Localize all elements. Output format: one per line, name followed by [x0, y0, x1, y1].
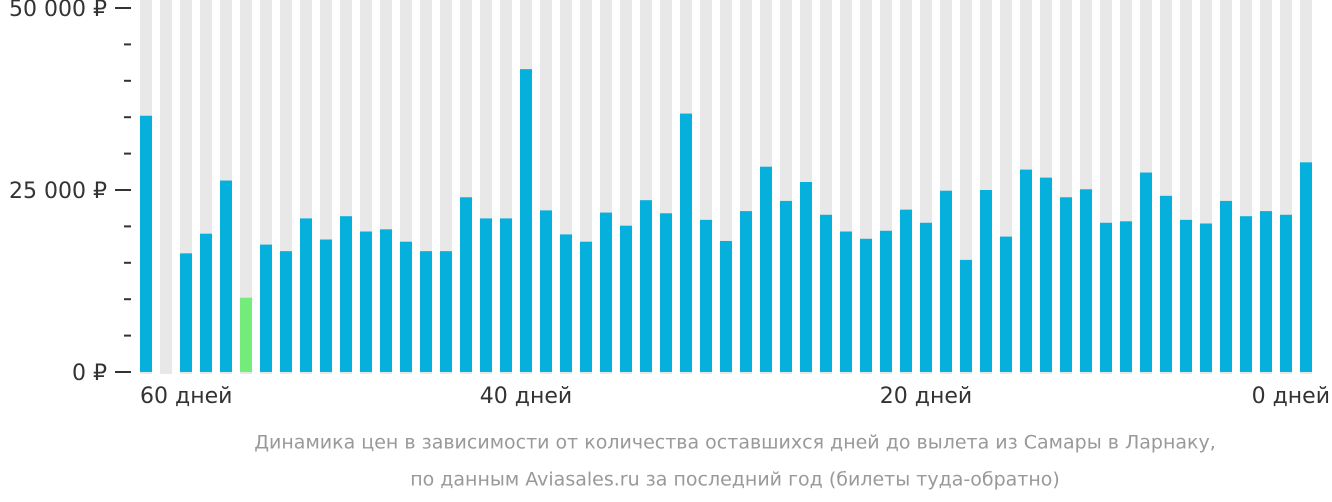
x-tick-label: 60 дней [140, 384, 232, 409]
bar [1200, 223, 1212, 372]
bar [320, 239, 332, 372]
bar [540, 210, 552, 372]
bar [860, 238, 872, 372]
bar [520, 69, 532, 372]
y-tick-label: 0 ₽ [72, 361, 107, 386]
bar [600, 212, 612, 372]
bar [340, 216, 352, 372]
bar [500, 218, 512, 372]
caption: по данным Aviasales.ru за последний год … [410, 469, 1060, 491]
bar [140, 115, 152, 372]
bar [1120, 221, 1132, 372]
bar [1160, 195, 1172, 372]
bar [980, 190, 992, 372]
bar [220, 180, 232, 372]
bar [1020, 169, 1032, 372]
bar [480, 218, 492, 372]
bar [1080, 189, 1092, 372]
x-tick-label: 0 дней [1252, 384, 1330, 409]
bar [1040, 177, 1052, 372]
bar [740, 211, 752, 372]
bar [940, 190, 952, 372]
bar [240, 297, 252, 372]
bar [1100, 222, 1112, 372]
bar [440, 251, 452, 372]
bar [580, 241, 592, 372]
bar [1180, 219, 1192, 372]
bar [300, 218, 312, 372]
bar [1260, 211, 1272, 372]
stripe [240, 0, 252, 374]
bar [900, 209, 912, 372]
bar [400, 241, 412, 372]
bar [680, 113, 692, 372]
x-tick-label: 40 дней [480, 384, 572, 409]
bar [620, 225, 632, 372]
bar [1220, 200, 1232, 372]
bar [1140, 172, 1152, 372]
bar [920, 222, 932, 372]
bar [1060, 197, 1072, 372]
bar [960, 259, 972, 372]
bar [800, 181, 812, 372]
bar [420, 251, 432, 372]
bar [880, 230, 892, 372]
bar [180, 253, 192, 372]
bar [560, 234, 572, 372]
bar [760, 166, 772, 372]
bar [820, 214, 832, 372]
bar [280, 251, 292, 372]
stripe [160, 0, 172, 374]
y-tick-label: 50 000 ₽ [9, 0, 107, 22]
y-tick-label: 25 000 ₽ [9, 179, 107, 204]
bar [1000, 236, 1012, 372]
bar [720, 240, 732, 372]
caption: Динамика цен в зависимости от количества… [254, 432, 1216, 454]
bar [260, 244, 272, 372]
bar [200, 233, 212, 372]
bar [840, 231, 852, 372]
bar [660, 213, 672, 372]
bar [1280, 214, 1292, 372]
bar [460, 197, 472, 372]
bar [1240, 216, 1252, 372]
bar [360, 231, 372, 372]
x-tick-label: 20 дней [880, 384, 972, 409]
bar [700, 219, 712, 372]
bar [1300, 162, 1312, 372]
bar [380, 229, 392, 372]
bar [780, 200, 792, 372]
bar [640, 200, 652, 372]
